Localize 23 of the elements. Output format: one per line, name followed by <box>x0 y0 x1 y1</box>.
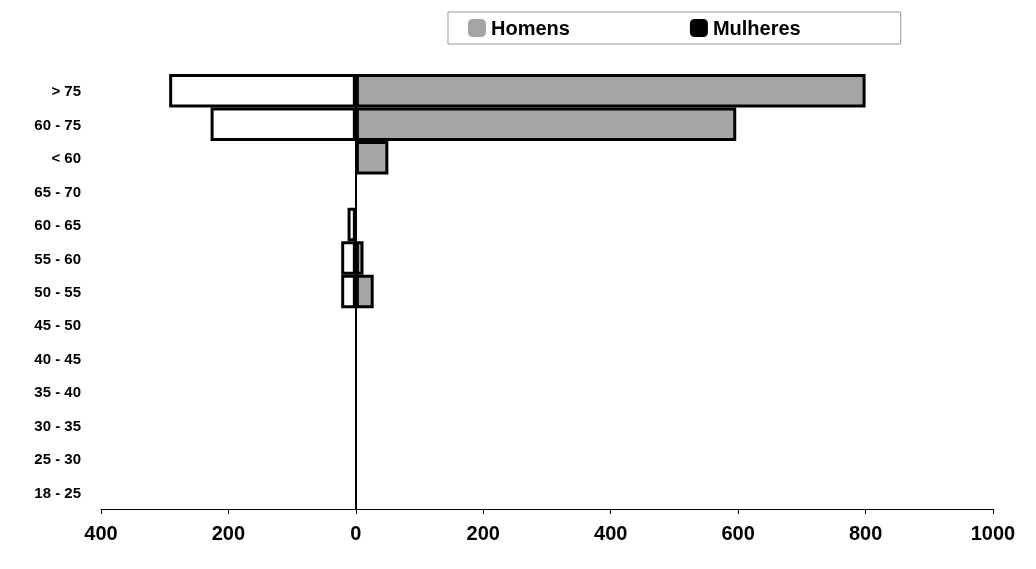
x-tick-label: 0 <box>350 522 362 544</box>
y-tick-label: 50 - 55 <box>34 283 81 300</box>
y-tick-label: 35 - 40 <box>34 383 81 401</box>
x-tick-label: 600 <box>721 522 755 544</box>
y-tick-label: 60 - 75 <box>34 115 81 133</box>
y-tick-label: < 60 <box>51 149 81 167</box>
x-tick-label: 800 <box>848 522 883 544</box>
x-tick-label: 1000 <box>970 522 1016 544</box>
y-tick-label: 18 - 25 <box>34 483 81 501</box>
y-tick-label: 45 - 50 <box>34 316 81 334</box>
y-tick-label: 60 - 65 <box>34 216 81 234</box>
legend-label: Homens <box>491 17 570 39</box>
x-tick-label: 200 <box>466 522 500 544</box>
y-tick-label: 65 - 70 <box>34 182 81 200</box>
x-tick-label: 200 <box>211 522 246 544</box>
y-tick-label: > 75 <box>51 82 81 100</box>
y-tick-label: 40 - 45 <box>34 349 81 367</box>
x-tick-label: 400 <box>84 522 118 544</box>
y-tick-label: 30 - 35 <box>34 416 81 434</box>
x-tick-label: 400 <box>594 522 628 544</box>
y-tick-label: 25 - 30 <box>34 450 81 468</box>
legend-label: Mulheres <box>712 17 801 39</box>
y-tick-label: 55 - 60 <box>34 249 81 267</box>
